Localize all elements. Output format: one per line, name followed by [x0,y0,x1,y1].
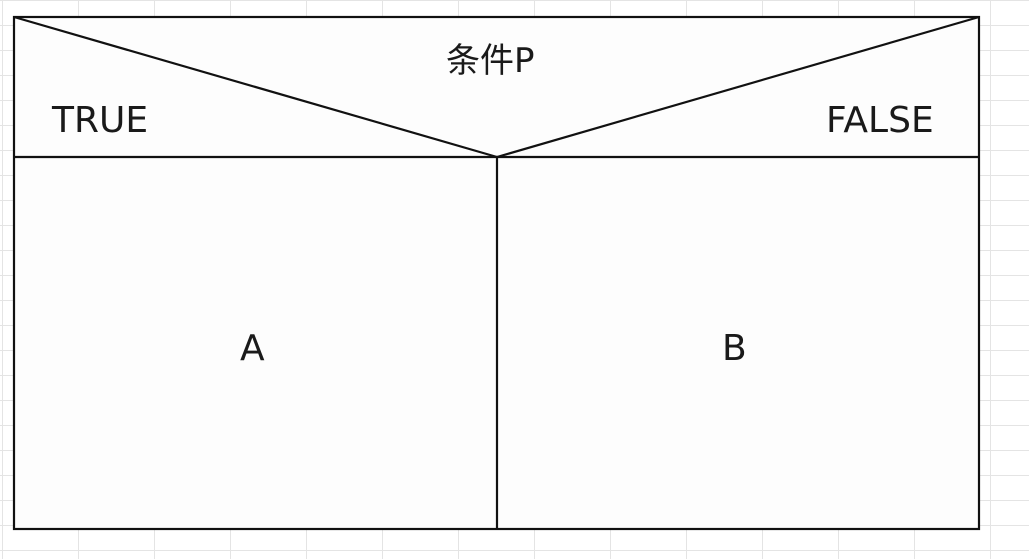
false-label: FALSE [826,100,934,141]
condition-label: 条件P [446,41,535,81]
false-diagonal-line [496,15,980,159]
true-branch-label: A [240,328,265,369]
false-branch-label: B [722,328,747,369]
true-label: TRUE [52,100,149,141]
true-diagonal-line [13,15,498,159]
